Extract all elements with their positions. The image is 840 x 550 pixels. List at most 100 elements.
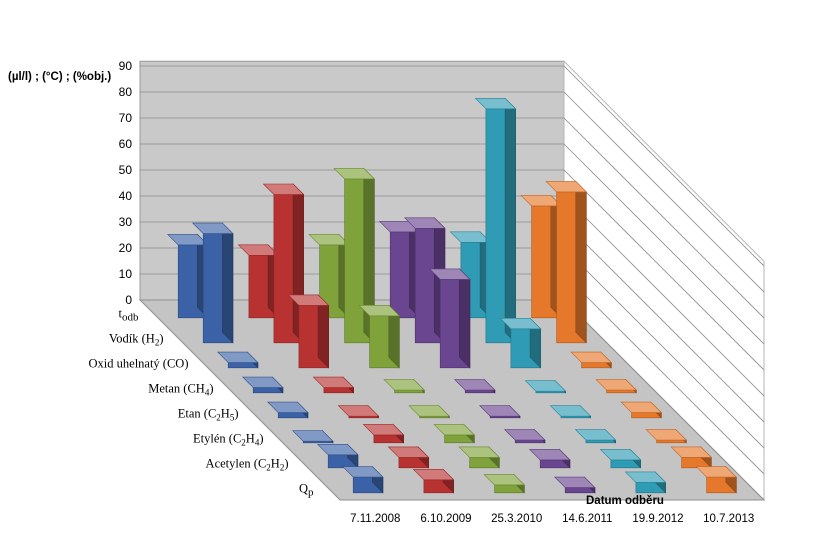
y-tick-label: 30 <box>119 215 133 229</box>
bar-side-face <box>222 222 234 344</box>
bar-front-face <box>394 389 425 394</box>
bar-19.9.2012-series-1 <box>599 448 642 469</box>
y-axis-title: (µl/l) ; (°C) ; (%obj.) <box>8 71 111 83</box>
x-tick-label: 25.3.2010 <box>491 513 542 525</box>
y-tick-label: 50 <box>119 163 133 177</box>
bar-front-face <box>464 389 496 394</box>
bar-top-face <box>433 424 476 436</box>
bar-front-face <box>585 439 616 444</box>
bar-25.3.2010-series-4 <box>383 378 426 394</box>
bar-6.10.2009-series-3 <box>337 404 380 419</box>
bar-6.10.2009-series-5 <box>287 294 330 369</box>
bar-14.6.2011-series-5 <box>428 268 471 369</box>
bar-top-face <box>524 380 567 392</box>
bar-top-face <box>287 294 330 306</box>
bar-side-face <box>575 180 587 344</box>
bar-19.9.2012-series-5 <box>499 317 542 369</box>
bar-7.11.2008-series-5 <box>216 351 259 369</box>
bar-top-face <box>403 217 446 229</box>
bar-top-face <box>341 466 384 478</box>
bar-14.6.2011-series-0 <box>553 476 596 494</box>
bar-10.7.2013-series-2 <box>645 428 688 444</box>
bar-top-face <box>412 468 455 481</box>
y-tick-label: 60 <box>119 137 133 151</box>
bar-top-face <box>595 379 638 391</box>
y-tick-label: 80 <box>119 85 133 99</box>
bar-top-face <box>553 476 596 488</box>
bar-top-face <box>620 401 663 413</box>
bar-6.10.2009-series-4 <box>312 376 355 394</box>
series-label: Acetylen (C2H2) <box>206 457 289 473</box>
gridline <box>140 65 765 267</box>
gridline <box>140 169 765 371</box>
bar-top-face <box>570 351 613 363</box>
bar-top-face <box>645 429 688 441</box>
bar-6.10.2009-series-6 <box>262 183 305 344</box>
bar-25.3.2010-series-0 <box>483 473 526 494</box>
bar-top-face <box>383 379 426 391</box>
series-label: todb <box>119 307 139 324</box>
bar-6.10.2009-series-0 <box>412 468 455 494</box>
bar-top-face <box>503 429 546 441</box>
bar-top-face <box>337 405 380 417</box>
bar-19.9.2012-series-3 <box>549 404 592 419</box>
bar-top-face <box>408 405 451 417</box>
bar-7.11.2008-series-3 <box>266 401 309 419</box>
bar-top-face <box>458 446 501 458</box>
bar-side-face <box>459 268 471 369</box>
y-tick-label: 90 <box>119 59 133 73</box>
bar-7.11.2008-series-1 <box>316 443 359 469</box>
series-label: Etan (C2H5) <box>178 407 239 423</box>
bar-side-face <box>317 294 329 369</box>
bar-10.7.2013-series-6 <box>545 180 588 344</box>
bar-25.3.2010-series-5 <box>358 304 401 369</box>
bar-19.9.2012-series-2 <box>574 428 617 444</box>
chart-labels: (µl/l) ; (°C) ; (%obj.) Datum odběru 0 10… <box>8 59 754 525</box>
bar-top-face <box>599 449 642 461</box>
bar-top-face <box>483 474 526 486</box>
bar-front-face <box>514 439 546 444</box>
bar-10.7.2013-series-4 <box>595 378 638 394</box>
bar-19.9.2012-series-4 <box>524 379 567 394</box>
y-tick-label: 20 <box>119 241 133 255</box>
bar-top-face <box>478 405 521 417</box>
bar-top-face <box>453 379 496 391</box>
chart-bars <box>166 97 738 494</box>
bar-top-face <box>262 183 305 195</box>
bar-front-face <box>656 439 687 444</box>
bar-top-face <box>216 351 259 363</box>
series-label: Qp <box>299 482 314 499</box>
series-label: Metan (CH4) <box>148 382 213 398</box>
bar-top-face <box>241 376 284 388</box>
bar-side-face <box>504 97 516 344</box>
bar-top-face <box>695 466 738 478</box>
bar-top-face <box>428 268 471 280</box>
bar-front-face <box>606 389 637 394</box>
gridline <box>140 91 765 293</box>
bar-top-face <box>266 401 309 413</box>
bar-14.6.2011-series-4 <box>453 378 496 394</box>
bar-top-face <box>387 446 430 458</box>
bar-top-face <box>474 98 517 110</box>
bar-10.7.2013-series-7 <box>520 194 563 319</box>
gridline <box>140 143 765 345</box>
series-label: Oxid uhelnatý (CO) <box>89 357 189 371</box>
y-tick-label: 70 <box>119 111 133 125</box>
bar-top-face <box>362 424 405 436</box>
x-tick-label: 14.6.2011 <box>562 513 612 525</box>
bar-14.6.2011-series-3 <box>478 404 521 419</box>
y-tick-label: 0 <box>125 293 132 307</box>
bar-10.7.2013-series-0 <box>695 465 738 494</box>
bar-top-face <box>291 430 334 442</box>
bar-top-face <box>312 376 355 388</box>
bar-25.3.2010-series-1 <box>458 446 501 469</box>
bar-10.7.2013-series-3 <box>620 401 663 419</box>
gridline <box>140 117 765 319</box>
x-tick-label: 6.10.2009 <box>420 513 471 525</box>
bar-top-face <box>333 168 376 180</box>
bar-7.11.2008-series-0 <box>341 465 384 494</box>
x-tick-label: 19.9.2012 <box>632 513 683 525</box>
x-tick-label: 7.11.2008 <box>350 513 400 525</box>
x-tick-label: 10.7.2013 <box>703 513 754 525</box>
